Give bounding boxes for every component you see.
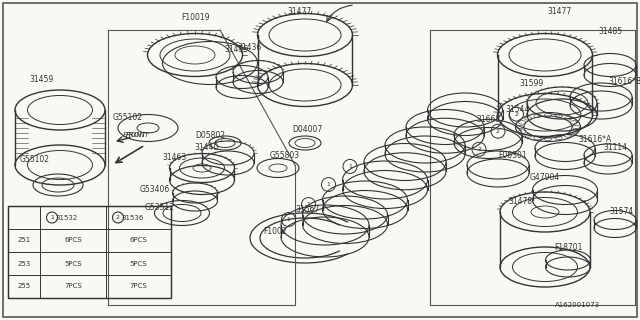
Text: D05802: D05802 — [195, 131, 225, 140]
Text: 6PCS: 6PCS — [130, 237, 147, 244]
Text: 31599: 31599 — [520, 78, 544, 87]
Text: 31668: 31668 — [476, 116, 500, 124]
Text: 2: 2 — [116, 215, 120, 220]
Text: G55102: G55102 — [20, 156, 50, 164]
Text: 31544: 31544 — [506, 106, 530, 115]
Text: 5PCS: 5PCS — [130, 260, 147, 267]
Text: 31459: 31459 — [30, 76, 54, 84]
Text: 2: 2 — [496, 129, 500, 134]
Text: G47904: G47904 — [530, 172, 560, 181]
Text: 253: 253 — [17, 260, 31, 267]
Text: F1002: F1002 — [263, 228, 287, 236]
Text: G55803: G55803 — [270, 150, 300, 159]
Text: 31455: 31455 — [225, 45, 249, 54]
Text: F10019: F10019 — [180, 13, 209, 22]
Text: 31463: 31463 — [163, 154, 187, 163]
Text: 31477: 31477 — [288, 7, 312, 17]
Text: 7PCS: 7PCS — [130, 284, 147, 290]
Text: F18701: F18701 — [554, 244, 582, 252]
Text: 5PCS: 5PCS — [64, 260, 82, 267]
Text: F06301: F06301 — [499, 150, 527, 159]
Text: 251: 251 — [17, 237, 31, 244]
Text: 31532: 31532 — [56, 214, 78, 220]
Text: 31485: 31485 — [598, 28, 622, 36]
Text: 31114: 31114 — [603, 142, 627, 151]
Text: 31477: 31477 — [548, 7, 572, 17]
Text: 31436: 31436 — [238, 44, 262, 52]
Text: 1: 1 — [50, 215, 54, 220]
Text: 1: 1 — [287, 217, 291, 222]
Text: 2: 2 — [515, 112, 518, 116]
Text: 31567: 31567 — [296, 205, 320, 214]
Text: G53406: G53406 — [140, 186, 170, 195]
Text: 2: 2 — [477, 147, 481, 152]
Text: A162001073: A162001073 — [555, 302, 600, 308]
Text: 255: 255 — [17, 284, 31, 290]
Bar — [8, 206, 171, 298]
Text: 31574: 31574 — [610, 207, 634, 217]
Text: 31478: 31478 — [508, 197, 532, 206]
Text: 31536: 31536 — [122, 214, 144, 220]
Text: G55102: G55102 — [113, 114, 143, 123]
Text: 7PCS: 7PCS — [64, 284, 82, 290]
Text: 31616*B: 31616*B — [609, 77, 640, 86]
Text: 1: 1 — [348, 164, 352, 169]
Text: 1: 1 — [307, 202, 310, 207]
Text: G53512: G53512 — [145, 204, 175, 212]
Text: 31440: 31440 — [195, 143, 219, 153]
Bar — [8, 206, 171, 298]
Text: D04007: D04007 — [292, 125, 322, 134]
Text: 6PCS: 6PCS — [64, 237, 82, 244]
Text: 1: 1 — [326, 182, 330, 187]
Text: FRONT: FRONT — [123, 132, 147, 138]
Text: FRONT: FRONT — [126, 132, 150, 138]
Text: 31616*A: 31616*A — [579, 135, 612, 145]
